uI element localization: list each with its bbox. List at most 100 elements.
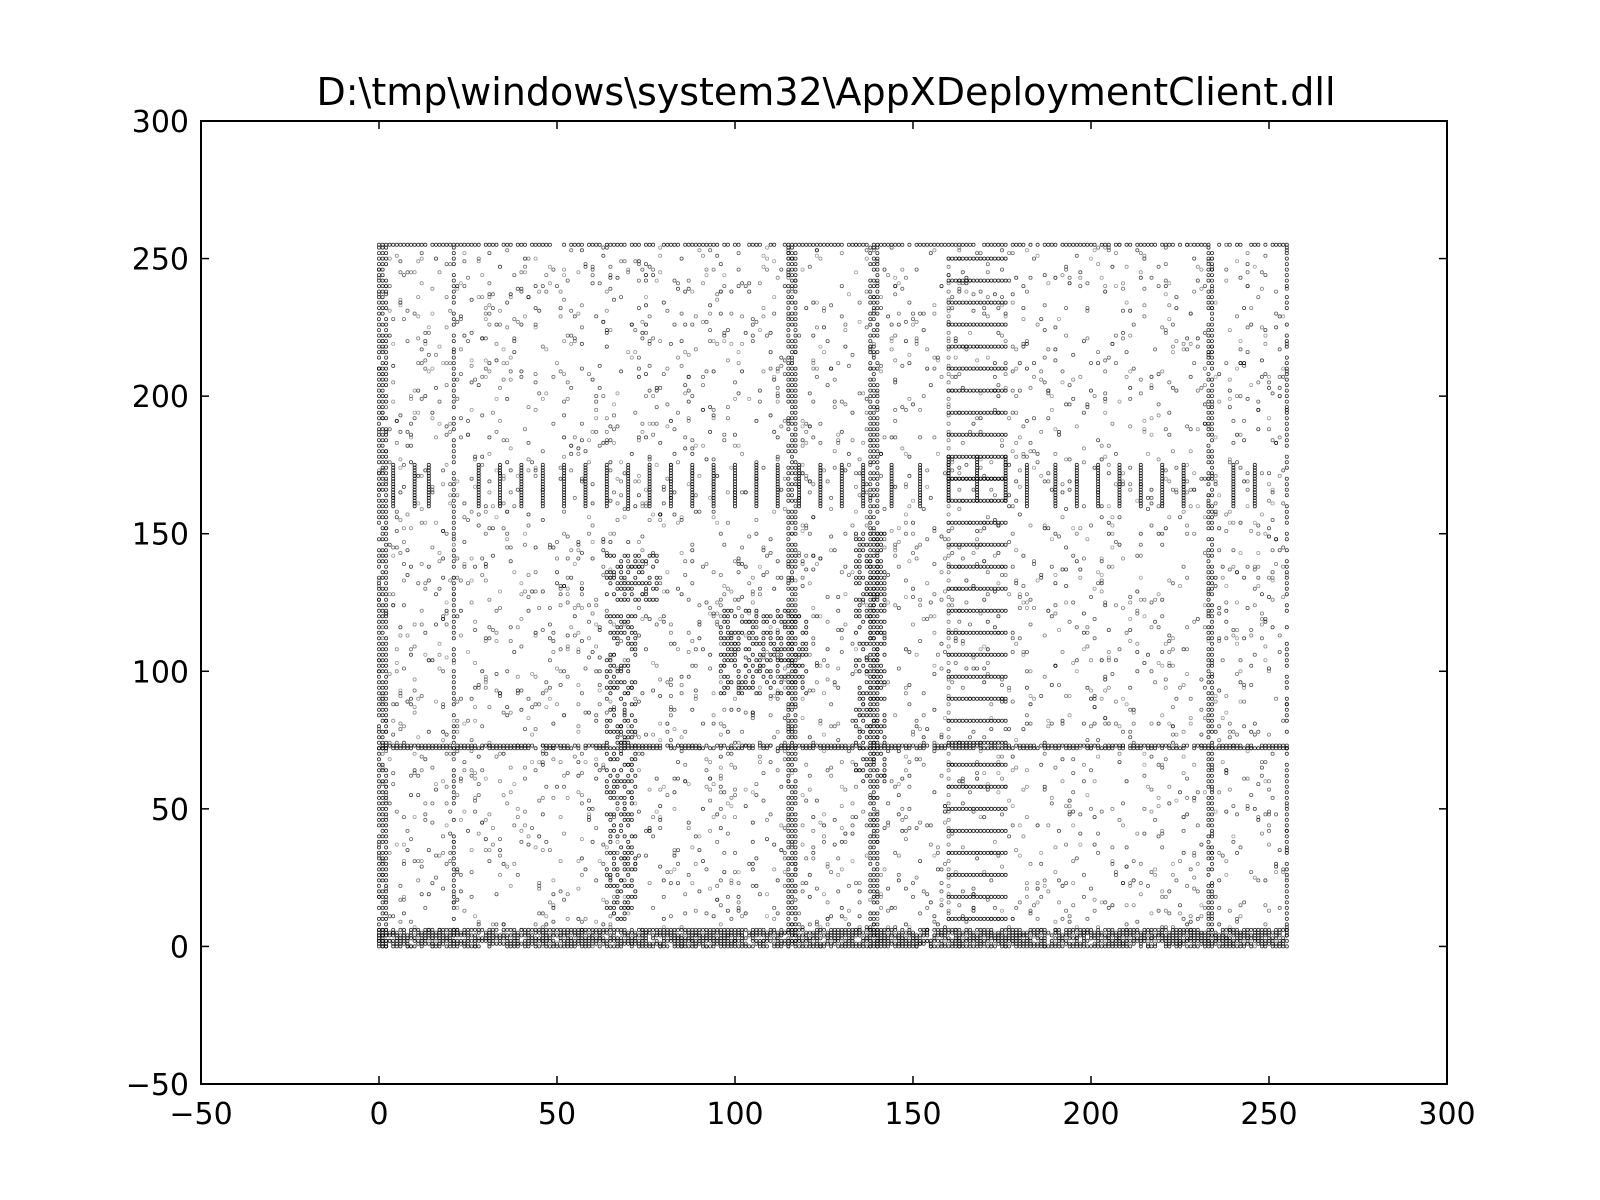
data-point — [804, 526, 809, 531]
data-point — [519, 828, 524, 833]
data-point — [946, 308, 951, 313]
data-point — [903, 685, 908, 690]
data-point — [476, 754, 481, 759]
data-point — [939, 881, 944, 886]
data-point — [547, 264, 552, 269]
data-point — [1277, 314, 1282, 319]
data-point — [765, 245, 770, 250]
data-point — [533, 768, 538, 773]
data-point — [1202, 366, 1207, 371]
data-point — [601, 564, 606, 569]
data-point — [579, 438, 584, 443]
data-point — [985, 262, 990, 267]
data-point — [408, 435, 413, 440]
data-point — [893, 553, 898, 558]
data-point — [921, 311, 926, 316]
data-point — [1060, 779, 1065, 784]
data-point — [501, 861, 506, 866]
data-point — [1003, 311, 1008, 316]
data-point — [996, 581, 1001, 586]
data-point — [394, 740, 399, 745]
data-point — [1096, 245, 1101, 250]
data-point — [1021, 834, 1026, 839]
data-point — [725, 908, 730, 913]
data-point — [1035, 916, 1040, 921]
data-point — [473, 619, 478, 624]
data-point — [1081, 611, 1086, 616]
data-point — [636, 735, 641, 740]
data-point — [526, 696, 531, 701]
data-point — [985, 570, 990, 575]
data-point — [394, 669, 399, 674]
data-point — [1242, 683, 1247, 688]
data-point — [693, 314, 698, 319]
data-point — [740, 281, 745, 286]
data-point — [1245, 350, 1250, 355]
data-point — [1156, 592, 1161, 597]
data-point — [843, 916, 848, 921]
data-point — [725, 405, 730, 410]
data-point — [1188, 341, 1193, 346]
data-point — [512, 350, 517, 355]
data-point — [576, 603, 581, 608]
data-point — [911, 322, 916, 327]
data-point — [1235, 812, 1240, 817]
data-point — [1085, 738, 1090, 743]
data-point — [497, 872, 502, 877]
data-point — [444, 784, 449, 789]
data-point — [772, 295, 777, 300]
data-point — [668, 713, 673, 718]
data-point — [619, 639, 624, 644]
data-point — [907, 559, 912, 564]
data-point — [465, 650, 470, 655]
data-point — [1224, 600, 1229, 605]
data-point — [836, 440, 841, 445]
data-point — [761, 545, 766, 550]
data-point — [391, 603, 396, 608]
data-point — [914, 652, 919, 657]
data-point — [579, 248, 584, 253]
data-point — [419, 694, 424, 699]
data-point — [775, 559, 780, 564]
data-point — [1149, 523, 1154, 528]
data-point — [1010, 699, 1015, 704]
data-point — [661, 523, 666, 528]
data-point — [854, 484, 859, 489]
data-point — [1092, 694, 1097, 699]
data-point — [672, 853, 677, 858]
data-point — [708, 311, 713, 316]
data-point — [405, 828, 410, 833]
data-point — [1128, 881, 1133, 886]
data-point — [540, 760, 545, 765]
data-point — [601, 842, 606, 847]
data-point — [683, 762, 688, 767]
data-point — [1096, 754, 1101, 759]
data-point — [416, 773, 421, 778]
data-point — [1046, 823, 1051, 828]
data-point — [604, 330, 609, 335]
data-point — [964, 578, 969, 583]
data-point — [896, 666, 901, 671]
data-point — [765, 267, 770, 272]
data-point — [1227, 509, 1232, 514]
data-point — [1007, 592, 1012, 597]
data-point — [953, 639, 958, 644]
data-point — [497, 308, 502, 313]
data-point — [1010, 292, 1015, 297]
data-point — [483, 509, 488, 514]
data-point — [743, 564, 748, 569]
data-point — [1259, 270, 1264, 275]
data-point — [458, 872, 463, 877]
data-point — [882, 633, 887, 638]
data-point — [408, 564, 413, 569]
data-point — [1277, 633, 1282, 638]
data-point — [1096, 738, 1101, 743]
data-point — [871, 352, 876, 357]
data-point — [658, 253, 663, 258]
data-point — [1046, 391, 1051, 396]
data-point — [982, 771, 987, 776]
data-point — [964, 347, 969, 352]
data-point — [693, 443, 698, 448]
data-point — [903, 482, 908, 487]
data-point — [562, 531, 567, 536]
